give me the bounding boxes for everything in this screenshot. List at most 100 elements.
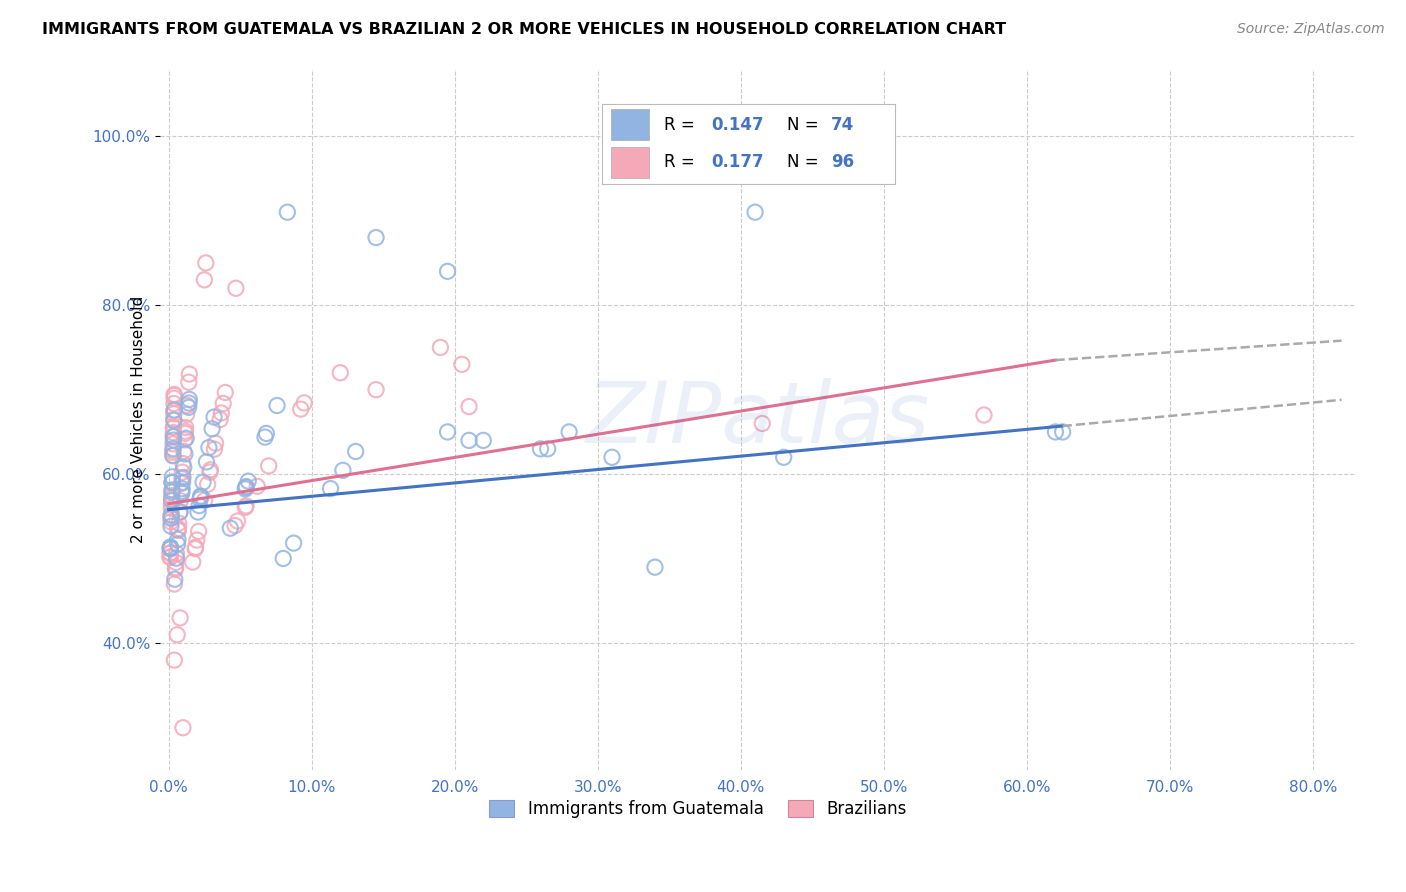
- Point: [283, 536, 305, 550]
- Point: [179, 367, 201, 381]
- Point: [163, 572, 186, 586]
- Point: [209, 406, 232, 420]
- Point: [165, 551, 187, 566]
- Point: [238, 474, 260, 488]
- Point: [472, 434, 495, 448]
- Point: [160, 508, 183, 523]
- Point: [169, 505, 191, 519]
- Point: [233, 482, 256, 496]
- Point: [253, 430, 276, 444]
- Point: [177, 396, 200, 410]
- Point: [224, 518, 246, 533]
- Point: [187, 524, 209, 539]
- Point: [170, 484, 193, 499]
- Point: [162, 433, 184, 447]
- Point: [160, 493, 183, 508]
- Text: IMMIGRANTS FROM GUATEMALA VS BRAZILIAN 2 OR MORE VEHICLES IN HOUSEHOLD CORRELATI: IMMIGRANTS FROM GUATEMALA VS BRAZILIAN 2…: [42, 22, 1007, 37]
- Point: [163, 403, 186, 417]
- Point: [200, 463, 222, 477]
- Point: [163, 653, 186, 667]
- Point: [159, 541, 181, 556]
- Point: [179, 392, 201, 407]
- Point: [177, 401, 200, 415]
- Point: [458, 400, 481, 414]
- Point: [558, 425, 581, 439]
- Legend: Immigrants from Guatemala, Brazilians: Immigrants from Guatemala, Brazilians: [482, 793, 914, 825]
- Point: [364, 230, 387, 244]
- Point: [173, 444, 195, 458]
- Point: [172, 470, 194, 484]
- Point: [184, 541, 207, 556]
- Point: [163, 392, 186, 406]
- Point: [644, 560, 666, 574]
- Point: [201, 422, 224, 436]
- Point: [159, 541, 181, 555]
- Point: [172, 482, 194, 496]
- Point: [172, 457, 194, 471]
- Point: [254, 426, 277, 441]
- Point: [235, 499, 257, 513]
- Point: [271, 551, 294, 566]
- Point: [163, 404, 186, 418]
- Point: [214, 385, 236, 400]
- Point: [162, 420, 184, 434]
- Point: [163, 388, 186, 402]
- Point: [177, 375, 200, 389]
- Point: [165, 560, 187, 574]
- Point: [198, 441, 221, 455]
- Point: [170, 486, 193, 500]
- Point: [167, 523, 190, 537]
- Point: [170, 476, 193, 491]
- Point: [190, 489, 212, 503]
- Point: [537, 442, 560, 456]
- Point: [1045, 425, 1067, 439]
- Point: [162, 449, 184, 463]
- Point: [290, 402, 312, 417]
- Point: [162, 430, 184, 444]
- Point: [162, 470, 184, 484]
- Point: [163, 396, 186, 410]
- Point: [173, 460, 195, 475]
- Point: [169, 611, 191, 625]
- Point: [163, 387, 186, 401]
- Point: [219, 521, 242, 535]
- Point: [159, 541, 181, 555]
- Point: [188, 491, 211, 506]
- Point: [436, 425, 458, 439]
- Point: [160, 501, 183, 516]
- Point: [162, 442, 184, 456]
- Point: [233, 500, 256, 515]
- Point: [188, 499, 211, 513]
- Point: [165, 555, 187, 569]
- Point: [167, 521, 190, 535]
- Point: [174, 424, 197, 438]
- Point: [344, 444, 367, 458]
- Point: [174, 420, 197, 434]
- Point: [292, 396, 315, 410]
- Point: [167, 523, 190, 537]
- Point: [172, 465, 194, 479]
- Y-axis label: 2 or more Vehicles in Household: 2 or more Vehicles in Household: [131, 295, 146, 543]
- Point: [160, 483, 183, 497]
- Point: [436, 264, 458, 278]
- Point: [194, 493, 217, 508]
- Point: [197, 477, 219, 491]
- Point: [167, 533, 190, 547]
- Point: [159, 550, 181, 565]
- Point: [450, 357, 472, 371]
- Point: [174, 426, 197, 441]
- Point: [160, 511, 183, 525]
- Point: [266, 399, 288, 413]
- Point: [529, 442, 551, 456]
- Point: [198, 465, 221, 479]
- Point: [195, 455, 218, 469]
- Point: [160, 491, 183, 505]
- Point: [186, 533, 208, 548]
- Point: [165, 562, 187, 576]
- Point: [160, 485, 183, 500]
- Point: [159, 540, 181, 554]
- Point: [190, 490, 212, 504]
- Point: [169, 506, 191, 520]
- Point: [160, 492, 183, 507]
- Point: [172, 721, 194, 735]
